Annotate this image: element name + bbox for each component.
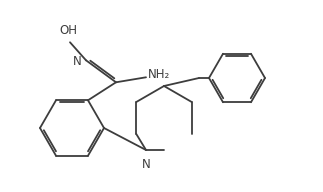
Text: N: N — [73, 55, 82, 68]
Text: N: N — [141, 158, 151, 171]
Text: OH: OH — [59, 24, 77, 37]
Text: NH₂: NH₂ — [148, 68, 170, 81]
